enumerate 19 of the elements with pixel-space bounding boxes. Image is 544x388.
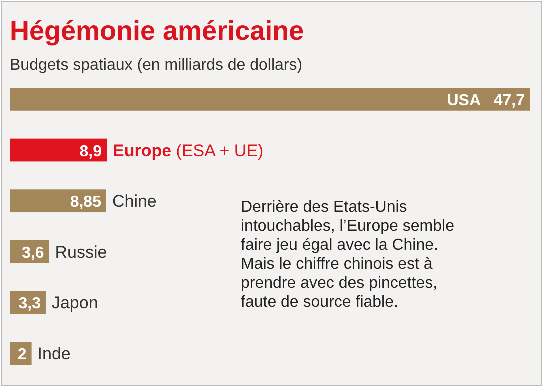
y-tick-label: Japon	[52, 294, 98, 313]
bar	[10, 190, 106, 213]
chart-subtitle: Budgets spatiaux (en milliards de dollars)	[10, 57, 303, 74]
bar	[10, 342, 32, 365]
y-tick-label: Inde	[38, 344, 71, 364]
y-tick-label: Russie	[55, 242, 108, 262]
data-label: 3,3	[18, 296, 42, 313]
data-label: 8,9	[80, 143, 102, 160]
chart-title: Hégémonie américaine	[10, 16, 304, 46]
y-tick-label: Europe (ESA + UE)	[113, 141, 264, 160]
bar	[10, 138, 108, 162]
y-tick-label: USA	[447, 92, 482, 110]
data-label: 2	[18, 346, 27, 364]
bar	[10, 88, 530, 111]
data-label: 8,85	[70, 194, 102, 212]
data-label: 47,7	[494, 92, 526, 110]
annotation: Derrière des Etats-Unis intouchables, l’Europe semble faire jeu égal avec la Chine. Mais le chiffre chinois est à prendre avec des pincettes, faute de source fiable.	[241, 199, 455, 311]
data-label: 3,6	[22, 244, 44, 262]
y-tick-label: Chine	[112, 192, 157, 212]
